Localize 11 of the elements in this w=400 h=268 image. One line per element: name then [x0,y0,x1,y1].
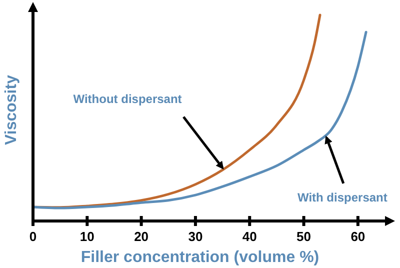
x-tick-label: 10 [80,229,94,244]
x-tick-label: 20 [134,229,149,244]
x-tick-label: 0 [29,229,37,244]
x-tick-label: 40 [242,229,257,244]
annotation: With dispersant [297,190,388,204]
x-tick-label: 50 [296,229,312,244]
x-axis-title: Filler concentration (volume %) [80,249,320,266]
annotation: Without dispersant [73,92,182,106]
x-tick-label: 30 [188,229,203,244]
y-axis-title: Viscosity [3,74,20,145]
x-tick-label: 60 [350,229,366,244]
